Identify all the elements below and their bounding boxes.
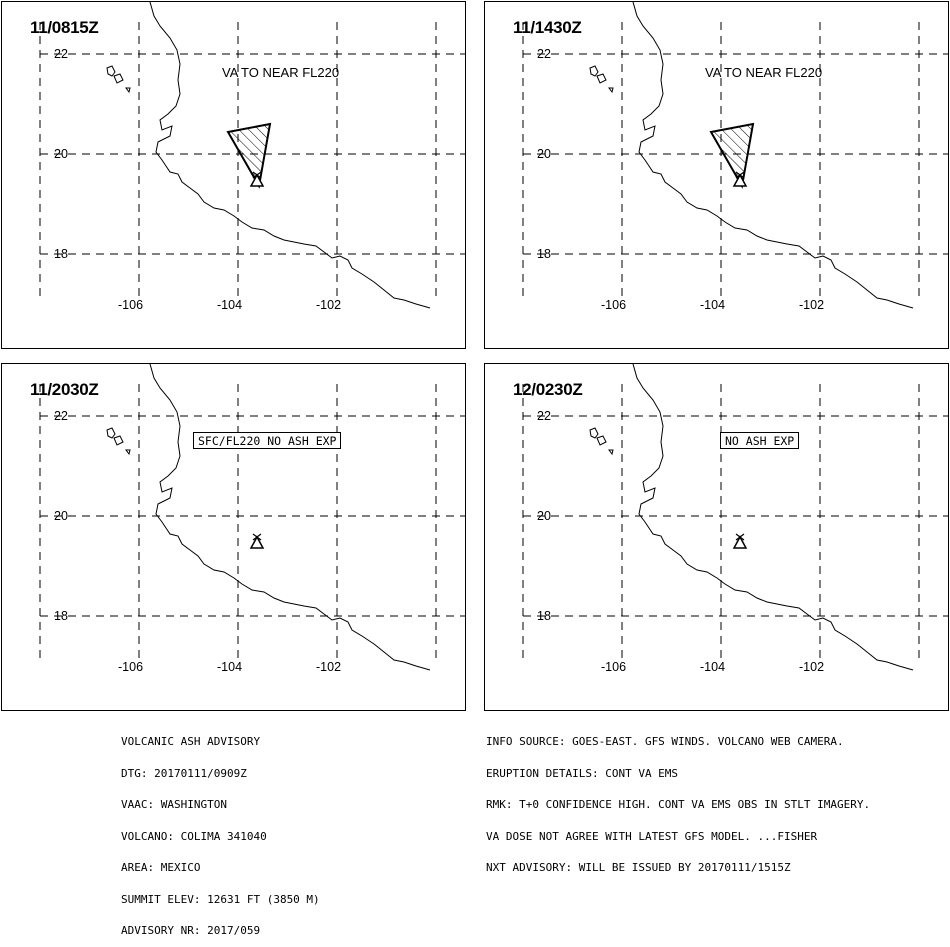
lat-label: 18 [537, 609, 551, 623]
volcano-smoke-icon [252, 171, 262, 179]
volcano-triangle-icon [249, 535, 265, 549]
island [608, 449, 614, 456]
lon-label: -104 [217, 298, 243, 312]
volcano-smoke-icon [735, 533, 745, 541]
island [608, 87, 614, 94]
volcano-smoke-icon [735, 171, 745, 179]
lon-label: -102 [799, 660, 825, 674]
map-canvas [522, 2, 948, 309]
ash-forecast-label: NO ASH EXP [720, 432, 800, 449]
map-panel: 12/0230Z 22 20 18 -106 -104 -102 NO ASH … [484, 363, 949, 711]
lat-label: 18 [54, 247, 68, 261]
lat-label: 20 [537, 509, 551, 523]
lon-label: -104 [700, 298, 726, 312]
lat-label: 22 [54, 409, 68, 423]
lat-label: 18 [54, 609, 68, 623]
advisory-header-block: VOLCANIC ASH ADVISORY DTG: 20170111/0909… [121, 716, 320, 947]
advisory-line: SUMMIT ELEV: 12631 FT (3850 M) [121, 892, 320, 906]
advisory-line: RMK: T+0 CONFIDENCE HIGH. CONT VA EMS OB… [486, 798, 871, 811]
island [596, 73, 607, 84]
lat-label: 20 [54, 147, 68, 161]
lon-label: -106 [601, 660, 627, 674]
map-panel: 11/0815Z 22 20 18 -106 -104 -102 VA TO N… [1, 1, 466, 349]
advisory-line: ERUPTION DETAILS: CONT VA EMS [486, 766, 679, 780]
coastline [632, 2, 914, 309]
island [596, 435, 607, 446]
hatched-ash-area-icon [709, 122, 755, 189]
advisory-line: VOLCANIC ASH ADVISORY [121, 735, 261, 748]
ash-level-label: VA TO NEAR FL220 [705, 65, 823, 80]
advisory-line: VOLCANO: COLIMA 341040 [121, 829, 267, 843]
volcano-triangle-icon [732, 535, 748, 549]
island [113, 435, 124, 446]
lon-label: -104 [700, 660, 726, 674]
lon-label: -106 [118, 298, 144, 312]
panel-time: 11/0815Z [30, 18, 99, 37]
island [125, 449, 131, 456]
lon-label: -102 [316, 660, 342, 674]
panel-time: 11/2030Z [30, 380, 99, 399]
island [589, 427, 599, 439]
island [589, 65, 599, 77]
ash-level-label: VA TO NEAR FL220 [222, 65, 340, 80]
lon-label: -102 [799, 298, 825, 312]
panel-time: 11/1430Z [513, 18, 582, 37]
lon-label: -102 [316, 298, 342, 312]
lon-label: -106 [601, 298, 627, 312]
island [113, 73, 124, 84]
island [106, 65, 116, 77]
advisory-line: INFO SOURCE: GOES-EAST. GFS WINDS. VOLCA… [486, 735, 844, 748]
panel-time: 12/0230Z [513, 380, 583, 399]
advisory-line: VAAC: WASHINGTON [121, 798, 227, 811]
advisory-line: DTG: 20170111/0909Z [121, 766, 247, 780]
coastline [149, 364, 431, 671]
coastline [632, 364, 914, 671]
advisory-line: ADVISORY NR: 2017/059 [121, 924, 261, 937]
advisory-line: AREA: MEXICO [121, 861, 201, 874]
volcano-triangle-icon [249, 173, 265, 187]
island [106, 427, 116, 439]
lat-label: 22 [54, 47, 68, 61]
coastline [149, 2, 431, 309]
map-panel: 11/1430Z 22 20 18 -106 -104 -102 VA TO N… [484, 1, 949, 349]
lat-label: 22 [537, 409, 551, 423]
volcano-smoke-icon [252, 533, 262, 541]
advisory-line: NXT ADVISORY: WILL BE ISSUED BY 20170111… [486, 861, 791, 874]
lon-label: -106 [118, 660, 144, 674]
hatched-ash-area-icon [226, 122, 272, 189]
lat-label: 18 [537, 247, 551, 261]
lat-label: 20 [54, 509, 68, 523]
volcano-triangle-icon [732, 173, 748, 187]
advisory-line: VA DOSE NOT AGREE WITH LATEST GFS MODEL.… [486, 829, 818, 843]
map-canvas [522, 364, 948, 671]
lon-label: -104 [217, 660, 243, 674]
map-panel: 11/2030Z 22 20 18 -106 -104 -102 SFC/FL2… [1, 363, 466, 711]
advisory-details-block: INFO SOURCE: GOES-EAST. GFS WINDS. VOLCA… [486, 716, 870, 884]
island [125, 87, 131, 94]
lat-label: 22 [537, 47, 551, 61]
map-canvas [39, 364, 465, 671]
map-canvas [39, 2, 465, 309]
lat-label: 20 [537, 147, 551, 161]
ash-forecast-label: SFC/FL220 NO ASH EXP [193, 432, 342, 449]
